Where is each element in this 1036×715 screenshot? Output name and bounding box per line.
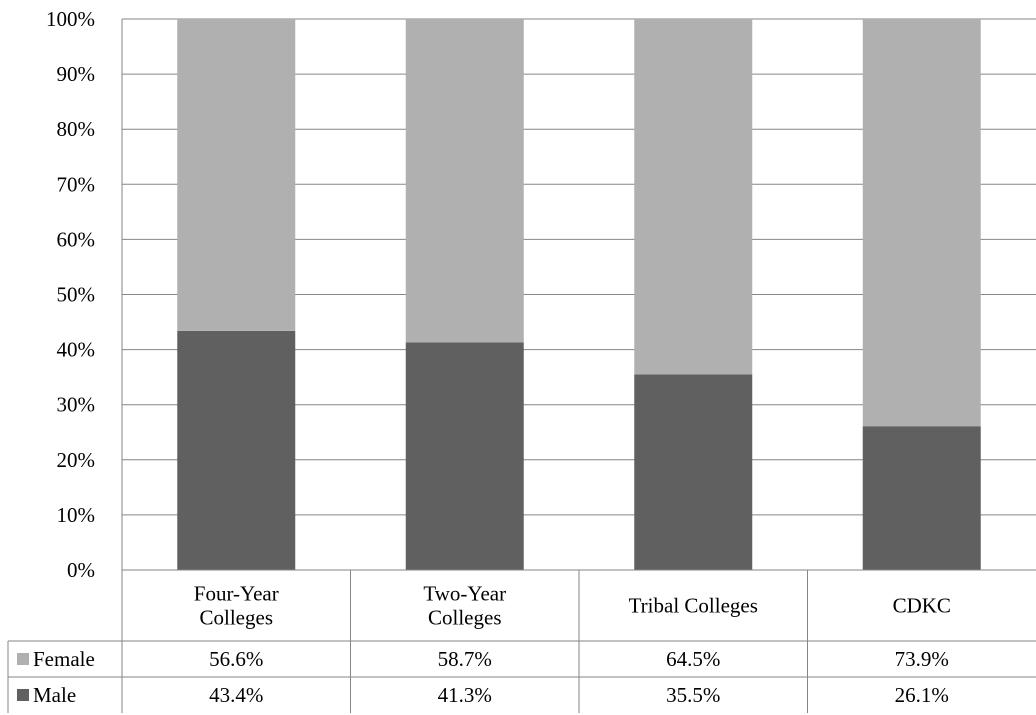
- y-tick-label: 90%: [57, 62, 96, 86]
- data-label-male: 35.5%: [666, 683, 720, 707]
- y-tick-label: 40%: [57, 338, 96, 362]
- legend-label-female: Female: [33, 647, 95, 671]
- legend-key-male: [17, 689, 29, 701]
- category-label: Four-Year Colleges: [194, 582, 279, 630]
- data-label-male: 26.1%: [895, 683, 949, 707]
- data-table: Four-Year Colleges Two-Year Colleges Tribal …: [7, 569, 1036, 713]
- y-tick-label: 100%: [46, 7, 95, 31]
- data-label-female: 64.5%: [666, 647, 720, 671]
- data-label-female: 56.6%: [209, 647, 263, 671]
- bar-female-tribal-colleges: [634, 19, 753, 375]
- bar-male-two-year-colleges: [405, 342, 524, 570]
- legend-key-female: [17, 653, 29, 665]
- bar-male-cdkc: [862, 426, 981, 570]
- data-label-male: 43.4%: [209, 683, 263, 707]
- bar-female-two-year-colleges: [405, 19, 524, 343]
- data-label-female: 73.9%: [895, 647, 949, 671]
- y-tick-label: 20%: [57, 448, 96, 472]
- bars: [177, 19, 981, 570]
- bar-female-cdkc: [862, 19, 981, 427]
- y-tick-label: 30%: [57, 393, 96, 417]
- category-label: Tribal Colleges: [629, 594, 758, 618]
- bar-female-four-year-colleges: [177, 19, 296, 331]
- category-label: Two-Year Colleges: [423, 582, 506, 630]
- data-label-female: 58.7%: [438, 647, 492, 671]
- y-tick-label: 0%: [67, 558, 95, 582]
- category-label: CDKC: [893, 594, 951, 618]
- data-label-male: 41.3%: [438, 683, 492, 707]
- y-tick-label: 70%: [57, 172, 96, 196]
- y-tick-label: 60%: [57, 227, 96, 251]
- y-axis: 0% 10% 20% 30% 40% 50% 60% 70% 80% 90% 100%: [46, 7, 123, 582]
- y-tick-label: 10%: [57, 503, 96, 527]
- bar-male-four-year-colleges: [177, 330, 296, 570]
- legend-label-male: Male: [33, 683, 76, 707]
- y-tick-label: 50%: [57, 283, 96, 307]
- y-tick-label: 80%: [57, 117, 96, 141]
- bar-male-tribal-colleges: [634, 374, 753, 570]
